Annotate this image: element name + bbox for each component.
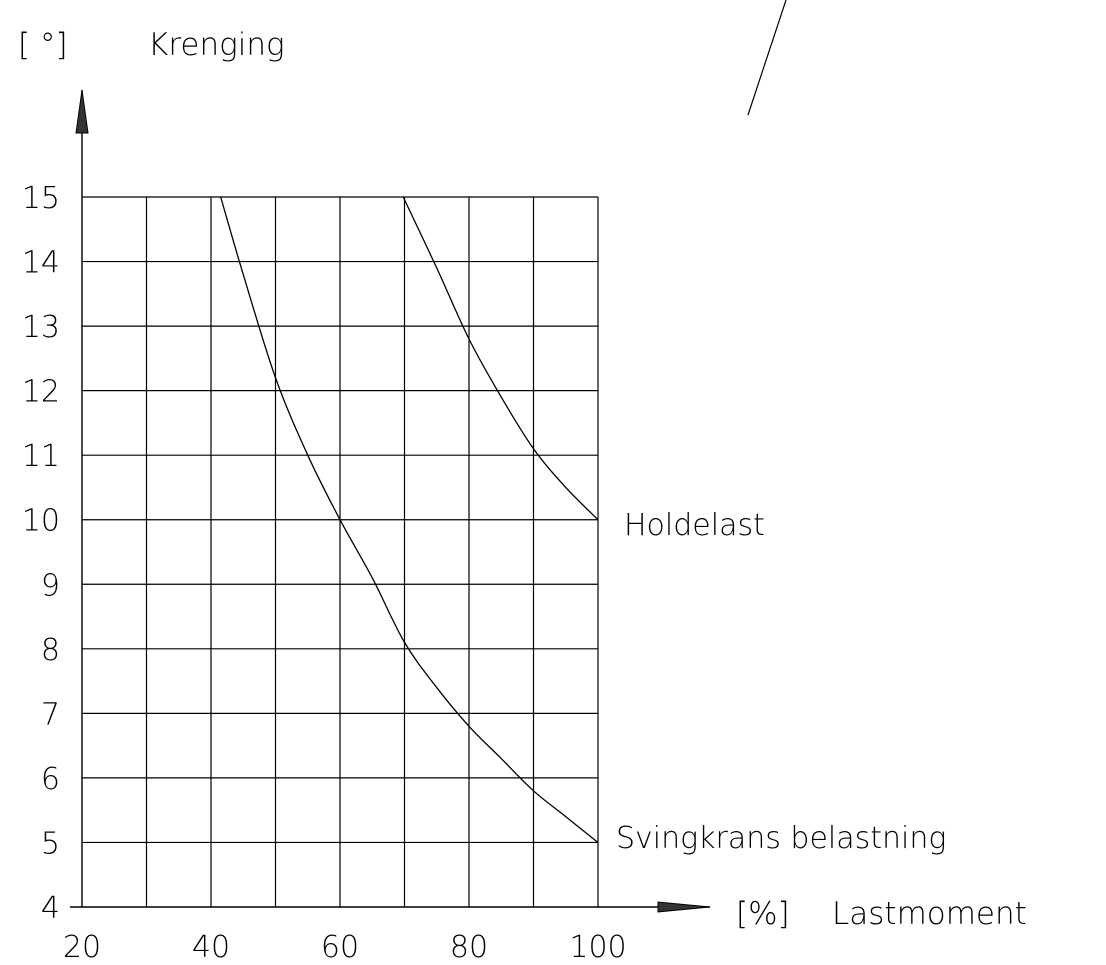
series-line-svingkrans <box>220 196 599 843</box>
y-tick-label: 10 <box>22 504 60 539</box>
y-tick-label: 12 <box>22 375 60 410</box>
tick-labels: 4 5 6 7 8 9 10 11 12 13 14 15 20 40 60 80 100 <box>22 181 627 965</box>
y-axis-title: Krenging <box>148 27 285 63</box>
x-tick-label: 100 <box>569 930 626 965</box>
curves <box>220 196 599 843</box>
series-label-holdelast: Holdelast <box>624 508 765 543</box>
y-tick-label: 5 <box>41 826 60 861</box>
y-tick-label: 13 <box>22 310 60 345</box>
x-axis-arrow-icon <box>657 901 711 913</box>
y-tick-label: 9 <box>41 568 60 603</box>
y-axis-unit: [ °] <box>18 27 68 63</box>
y-tick-label: 7 <box>41 697 60 732</box>
stray-line <box>747 0 787 116</box>
x-tick-label: 80 <box>450 930 488 965</box>
series-label-svingkrans: Svingkrans belastning <box>616 821 946 856</box>
axes <box>70 89 711 913</box>
x-axis-title: Lastmoment <box>832 896 1027 932</box>
y-tick-label: 11 <box>22 439 60 474</box>
x-tick-label: 20 <box>63 930 101 965</box>
grid <box>82 196 599 907</box>
y-tick-label: 8 <box>41 633 60 668</box>
x-tick-label: 60 <box>321 930 359 965</box>
y-tick-label: 15 <box>22 181 60 216</box>
y-axis-arrow-icon <box>75 89 89 134</box>
y-tick-label: 6 <box>41 762 60 797</box>
x-tick-label: 40 <box>192 930 230 965</box>
x-axis-unit: [%] <box>736 896 790 932</box>
series-line-holdelast <box>402 196 599 521</box>
y-tick-label: 4 <box>41 891 60 926</box>
y-tick-label: 14 <box>22 246 60 281</box>
